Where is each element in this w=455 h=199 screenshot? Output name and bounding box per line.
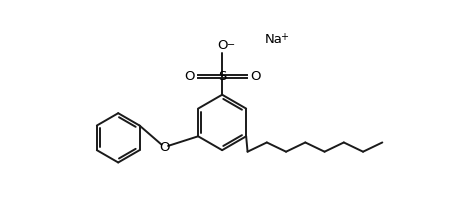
Text: O: O [159, 140, 169, 154]
Text: O: O [249, 70, 260, 83]
Text: +: + [279, 32, 287, 42]
Text: S: S [217, 70, 226, 83]
Text: Na: Na [264, 33, 282, 46]
Text: −: − [226, 40, 234, 50]
Text: O: O [217, 39, 227, 52]
Text: O: O [183, 70, 194, 83]
